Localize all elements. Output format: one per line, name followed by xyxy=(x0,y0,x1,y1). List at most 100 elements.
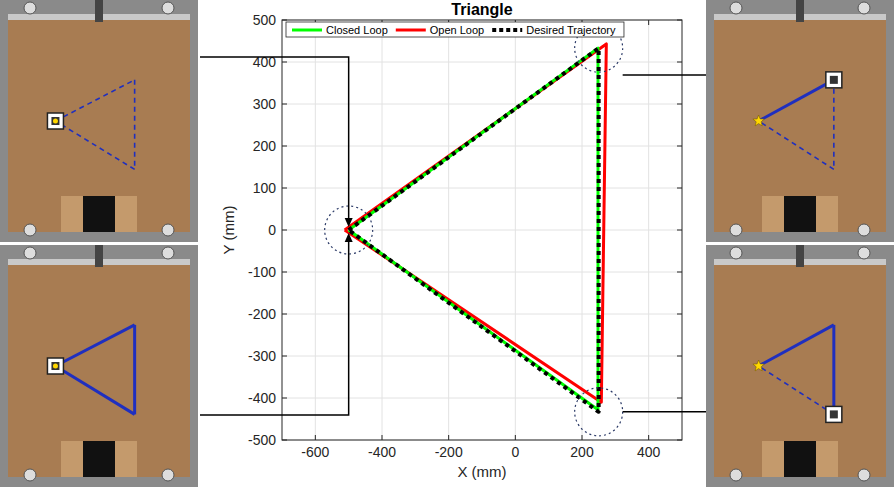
photo-path-todo xyxy=(759,121,834,169)
tick-y xyxy=(677,104,682,105)
tick-label-x: 400 xyxy=(637,444,661,460)
photo-path-todo xyxy=(134,80,136,170)
connector-arrow xyxy=(345,233,353,242)
tick-y xyxy=(282,188,287,189)
grid-line-y xyxy=(282,230,682,231)
annotations xyxy=(200,24,706,436)
photo-motor xyxy=(24,2,36,14)
data-lines xyxy=(345,44,607,412)
grid xyxy=(282,20,682,440)
photo-motor xyxy=(858,2,870,14)
photo-path-done xyxy=(832,325,835,415)
tick-y xyxy=(282,272,287,273)
tick-y xyxy=(282,62,287,63)
photo-motor xyxy=(730,247,742,259)
photo-path-done xyxy=(759,325,834,366)
tick-label-y: 0 xyxy=(268,222,276,238)
tick-x xyxy=(315,435,316,440)
photo-motor xyxy=(162,2,174,14)
series-line xyxy=(349,48,599,412)
tick-label-y: 500 xyxy=(253,12,277,28)
photo-frame xyxy=(0,0,198,242)
photo-start-star xyxy=(53,119,58,124)
photo-board xyxy=(8,14,190,232)
series-line xyxy=(345,44,607,402)
photo-box-dark xyxy=(83,441,115,477)
photo-box xyxy=(762,441,838,477)
photo-motor xyxy=(24,247,36,259)
legend-label: Closed Loop xyxy=(326,24,388,36)
tick-y xyxy=(677,440,682,441)
tick-label-y: 100 xyxy=(253,180,277,196)
photo-motor xyxy=(162,469,174,481)
photo-box-dark xyxy=(83,196,115,232)
tick-y xyxy=(677,356,682,357)
photo-start-star xyxy=(753,115,764,126)
photo-mount xyxy=(95,0,103,22)
photo-motor xyxy=(162,247,174,259)
photo-motor xyxy=(858,247,870,259)
photo-panel xyxy=(0,0,198,242)
photo-box xyxy=(61,196,137,232)
tick-y xyxy=(282,356,287,357)
photo-panel xyxy=(0,245,198,487)
photo-path-done xyxy=(759,80,834,121)
photo-panel xyxy=(706,0,894,242)
photo-start-star xyxy=(53,364,58,369)
connector xyxy=(623,411,706,413)
tick-x xyxy=(582,435,583,440)
photo-motor xyxy=(730,469,742,481)
photo-box xyxy=(762,196,838,232)
tick-y xyxy=(677,230,682,231)
photo-robot xyxy=(826,406,842,422)
tick-y xyxy=(677,62,682,63)
grid-line-y xyxy=(282,398,682,399)
tick-label-y: -300 xyxy=(248,348,276,364)
tick-x xyxy=(382,435,383,440)
connector xyxy=(200,57,349,220)
tick-x xyxy=(515,435,516,440)
legend: Closed LoopOpen LoopDesired Trajectory xyxy=(286,22,624,37)
tick-y xyxy=(677,188,682,189)
tick-y xyxy=(282,20,287,21)
photo-robot xyxy=(826,72,842,88)
grid-line-y xyxy=(282,272,682,273)
photo-motor xyxy=(730,224,742,236)
tick-label-y: -100 xyxy=(248,264,276,280)
photo-frame xyxy=(0,245,198,487)
tick-label-x: 200 xyxy=(570,444,594,460)
tick-label-x: -200 xyxy=(435,444,463,460)
photo-board xyxy=(714,14,886,232)
figure: -600-400-2000200400-500-400-300-200-1000… xyxy=(0,0,894,487)
tick-y xyxy=(677,314,682,315)
series-line xyxy=(349,48,598,410)
connector xyxy=(623,74,706,76)
photo-mount xyxy=(796,0,804,22)
photo-box-dark xyxy=(784,196,816,232)
tick-label-y: 300 xyxy=(253,96,277,112)
photo-start-star xyxy=(753,360,764,371)
tick-y xyxy=(282,398,287,399)
photo-robot-marker xyxy=(830,76,838,84)
tick-y xyxy=(282,104,287,105)
photo-frame xyxy=(706,245,894,487)
plot-frame xyxy=(282,20,682,440)
photo-motor xyxy=(24,224,36,236)
photo-motor xyxy=(858,224,870,236)
photo-robot-marker xyxy=(51,362,59,370)
tick-label-y: 200 xyxy=(253,138,277,154)
tick-x xyxy=(648,20,649,25)
photo-box xyxy=(61,441,137,477)
photo-frame xyxy=(706,0,894,242)
tick-y xyxy=(677,398,682,399)
tick-y xyxy=(282,440,287,441)
photo-motor xyxy=(162,224,174,236)
grid-line-y xyxy=(282,314,682,315)
tick-label-y: -400 xyxy=(248,390,276,406)
photo-path-done xyxy=(55,366,134,414)
chart-title: Triangle xyxy=(451,1,512,18)
tick-y xyxy=(677,146,682,147)
photo-path-todo xyxy=(833,80,835,170)
photo-robot-marker xyxy=(830,410,838,418)
tick-x xyxy=(448,435,449,440)
